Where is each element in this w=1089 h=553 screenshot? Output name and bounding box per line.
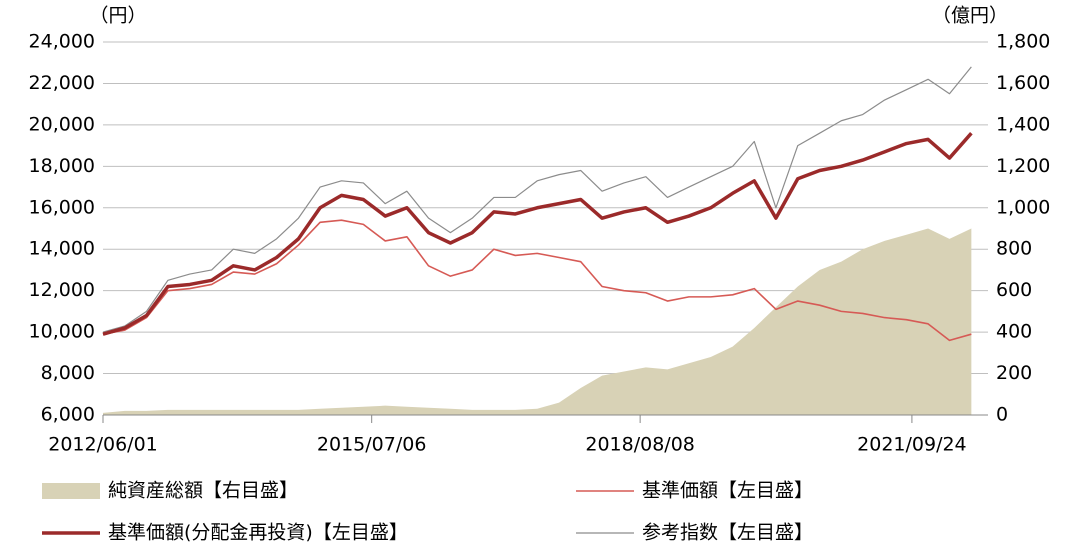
- y2-tick-label: 800: [996, 238, 1032, 260]
- y2-tick-label: 1,800: [996, 31, 1050, 53]
- area: [103, 228, 972, 415]
- line: [102, 132, 973, 336]
- y-tick-label: 16,000: [29, 196, 95, 218]
- x-tick-label: 2015/07/06: [317, 434, 427, 456]
- y2-tick-label: 200: [996, 362, 1032, 384]
- line: [102, 66, 972, 333]
- y-tick-label: 6,000: [41, 404, 95, 426]
- x-tick-label: 2021/09/24: [857, 434, 967, 456]
- x-tick-label: 2012/06/01: [48, 434, 158, 456]
- line: [102, 219, 972, 342]
- y2-tick-label: 600: [996, 279, 1032, 301]
- legend-label: 純資産総額【右目盛】: [108, 480, 298, 502]
- legend-label: 基準価額(分配金再投資)【左目盛】: [108, 522, 408, 544]
- y-tick-label: 20,000: [29, 113, 95, 135]
- y2-tick-label: 1,600: [996, 72, 1050, 94]
- legend-swatch: [42, 483, 100, 499]
- y-tick-label: 12,000: [29, 279, 95, 301]
- legend-label: 参考指数【左目盛】: [642, 522, 813, 544]
- y-tick-label: 10,000: [29, 321, 95, 343]
- y-tick-label: 8,000: [41, 362, 95, 384]
- legend-label: 基準価額【左目盛】: [642, 480, 813, 502]
- x-tick-label: 2018/08/08: [585, 434, 695, 456]
- y2-unit: （億円）: [932, 5, 1008, 27]
- y-tick-label: 22,000: [29, 72, 95, 94]
- y2-tick-label: 400: [996, 321, 1032, 343]
- y-tick-label: 24,000: [29, 31, 95, 53]
- y2-tick-label: 1,400: [996, 113, 1050, 135]
- y2-tick-label: 1,200: [996, 155, 1050, 177]
- y-tick-label: 18,000: [29, 155, 95, 177]
- y-unit: （円）: [89, 5, 146, 27]
- y2-tick-label: 0: [996, 404, 1008, 426]
- y2-tick-label: 1,000: [996, 196, 1050, 218]
- y-tick-label: 14,000: [29, 238, 95, 260]
